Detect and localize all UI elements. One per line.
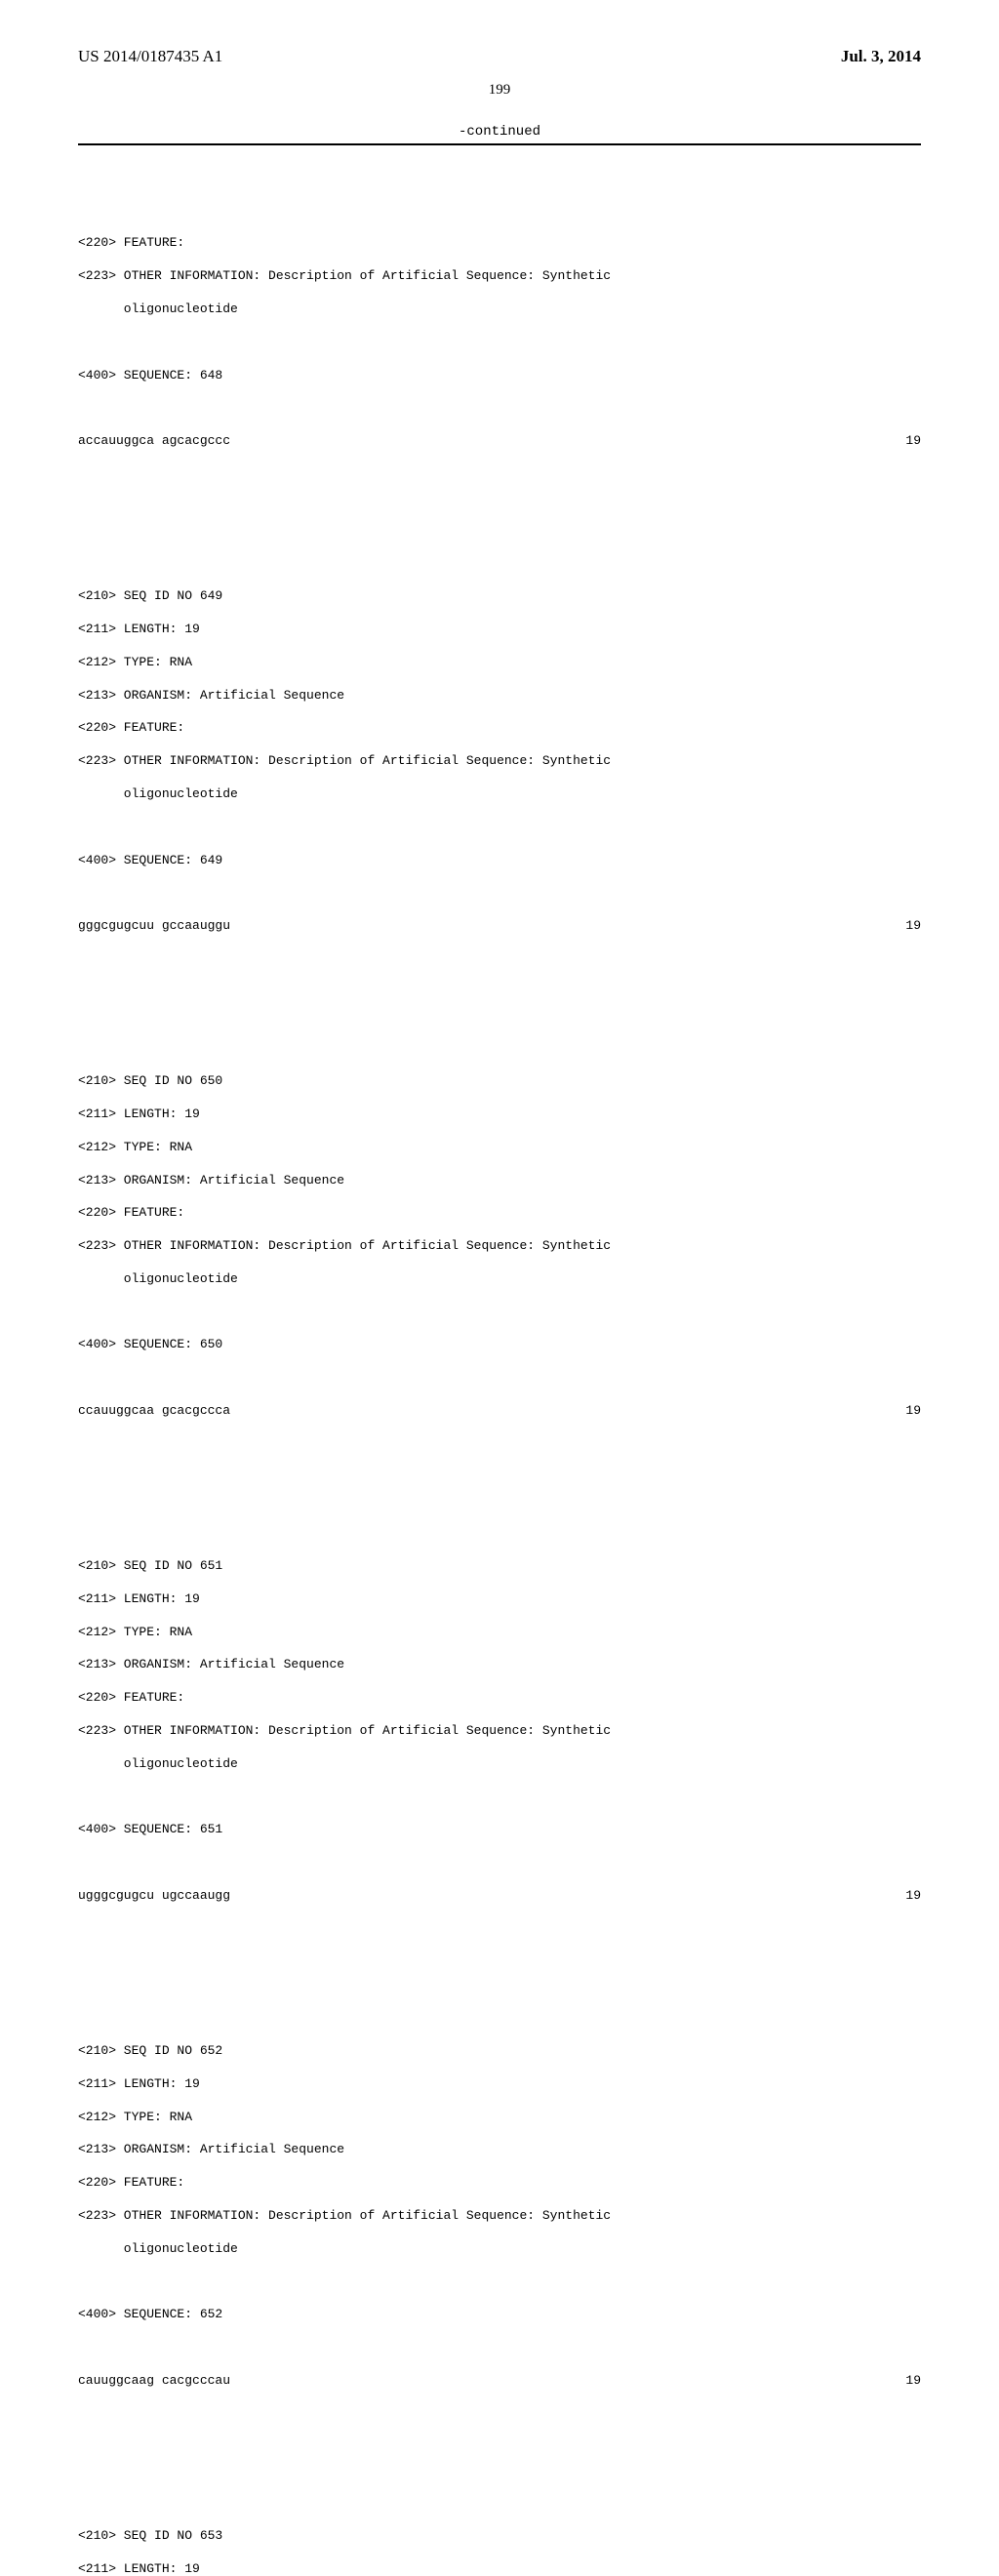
seq-length: 19: [872, 1888, 921, 1905]
seq-data-row: cauuggcaag cacgcccau19: [78, 2373, 921, 2390]
seq-header-line: <220> FEATURE:: [78, 235, 921, 252]
seq-header-line: <211> LENGTH: 19: [78, 1107, 921, 1123]
seq-header-line: <210> SEQ ID NO 649: [78, 588, 921, 605]
seq-header-line: oligonucleotide: [78, 786, 921, 803]
sequence-block: <210> SEQ ID NO 653 <211> LENGTH: 19 <21…: [78, 2512, 921, 2576]
seq-data: gggcgugcuu gccaauggu: [78, 918, 872, 935]
seq-header-line: <220> FEATURE:: [78, 2175, 921, 2192]
seq-header-line: <212> TYPE: RNA: [78, 655, 921, 671]
seq-data-row: ugggcgugcu ugccaaugg19: [78, 1888, 921, 1905]
seq-header-line: <212> TYPE: RNA: [78, 1140, 921, 1156]
sequence-block: <220> FEATURE: <223> OTHER INFORMATION: …: [78, 220, 921, 483]
seq-label: <400> SEQUENCE: 650: [78, 1337, 921, 1353]
continued-label: -continued: [78, 124, 921, 143]
seq-header-line: <210> SEQ ID NO 651: [78, 1558, 921, 1575]
seq-header-line: oligonucleotide: [78, 1756, 921, 1773]
seq-data: ccauuggcaa gcacgccca: [78, 1403, 872, 1420]
sequence-block: <210> SEQ ID NO 651 <211> LENGTH: 19 <21…: [78, 1542, 921, 1937]
seq-header-line: <212> TYPE: RNA: [78, 2110, 921, 2126]
seq-header-line: <210> SEQ ID NO 653: [78, 2528, 921, 2545]
seq-header-line: <212> TYPE: RNA: [78, 1625, 921, 1641]
seq-header-line: <211> LENGTH: 19: [78, 2561, 921, 2576]
seq-label: <400> SEQUENCE: 651: [78, 1822, 921, 1838]
sequence-block: <210> SEQ ID NO 650 <211> LENGTH: 19 <21…: [78, 1057, 921, 1452]
seq-length: 19: [872, 2373, 921, 2390]
seq-header-line: <223> OTHER INFORMATION: Description of …: [78, 268, 921, 285]
page-container: US 2014/0187435 A1 Jul. 3, 2014 199 -con…: [0, 0, 999, 2576]
horizontal-rule: [78, 143, 921, 145]
seq-data-row: ccauuggcaa gcacgccca19: [78, 1403, 921, 1420]
seq-length: 19: [872, 1403, 921, 1420]
seq-header-line: <210> SEQ ID NO 650: [78, 1073, 921, 1090]
seq-header-line: oligonucleotide: [78, 2241, 921, 2258]
seq-header-line: <211> LENGTH: 19: [78, 2076, 921, 2093]
sequence-block: <210> SEQ ID NO 649 <211> LENGTH: 19 <21…: [78, 572, 921, 967]
seq-header-line: oligonucleotide: [78, 302, 921, 318]
seq-header-line: <223> OTHER INFORMATION: Description of …: [78, 1723, 921, 1740]
seq-data: cauuggcaag cacgcccau: [78, 2373, 872, 2390]
seq-header-line: <223> OTHER INFORMATION: Description of …: [78, 1238, 921, 1255]
seq-header-line: <213> ORGANISM: Artificial Sequence: [78, 1173, 921, 1189]
seq-label: <400> SEQUENCE: 648: [78, 368, 921, 384]
page-header: US 2014/0187435 A1 Jul. 3, 2014: [78, 47, 921, 66]
seq-header-line: <210> SEQ ID NO 652: [78, 2043, 921, 2060]
seq-header-line: <211> LENGTH: 19: [78, 1591, 921, 1608]
seq-header-line: <220> FEATURE:: [78, 720, 921, 737]
seq-length: 19: [872, 918, 921, 935]
sequence-listing: <220> FEATURE: <223> OTHER INFORMATION: …: [78, 153, 921, 2576]
seq-header-line: <213> ORGANISM: Artificial Sequence: [78, 688, 921, 704]
seq-header-line: <213> ORGANISM: Artificial Sequence: [78, 1657, 921, 1673]
seq-data: accauuggca agcacgccc: [78, 433, 872, 450]
page-number: 199: [78, 82, 921, 99]
seq-header-line: <223> OTHER INFORMATION: Description of …: [78, 2208, 921, 2225]
seq-header-line: <213> ORGANISM: Artificial Sequence: [78, 2142, 921, 2158]
seq-length: 19: [872, 433, 921, 450]
seq-header-line: <220> FEATURE:: [78, 1690, 921, 1707]
seq-header-line: <211> LENGTH: 19: [78, 622, 921, 638]
seq-label: <400> SEQUENCE: 652: [78, 2307, 921, 2323]
seq-header-line: <220> FEATURE:: [78, 1205, 921, 1222]
publication-number: US 2014/0187435 A1: [78, 47, 222, 66]
sequence-block: <210> SEQ ID NO 652 <211> LENGTH: 19 <21…: [78, 2027, 921, 2422]
seq-label: <400> SEQUENCE: 649: [78, 853, 921, 869]
seq-header-line: oligonucleotide: [78, 1271, 921, 1288]
seq-data-row: gggcgugcuu gccaauggu19: [78, 918, 921, 935]
publication-date: Jul. 3, 2014: [841, 47, 921, 66]
seq-data-row: accauuggca agcacgccc19: [78, 433, 921, 450]
seq-header-line: <223> OTHER INFORMATION: Description of …: [78, 753, 921, 770]
seq-data: ugggcgugcu ugccaaugg: [78, 1888, 872, 1905]
